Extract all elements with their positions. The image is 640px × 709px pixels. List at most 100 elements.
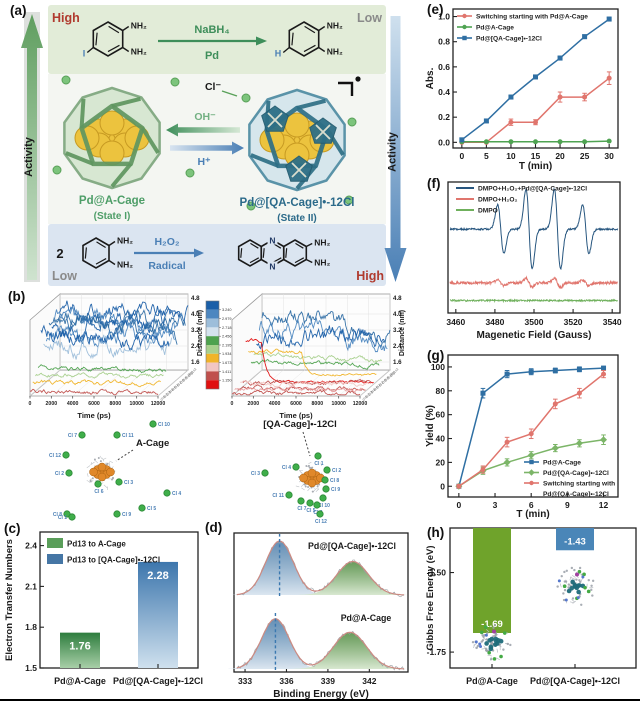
panel-label-f: (f) (427, 176, 441, 191)
chart-e: 0 5 10 15 20 25 30 0.0 0.2 0.4 0.6 0.8 1.0 T (min) Abs… (425, 8, 619, 172)
svg-text:Pd@[QA-Cage]•-12Cl: Pd@[QA-Cage]•-12Cl (543, 470, 609, 477)
svg-text:Cl 3: Cl 3 (367, 390, 374, 397)
bar-0 (473, 528, 511, 633)
svg-text:80: 80 (436, 386, 446, 396)
chloride-dot (185, 168, 195, 178)
svg-text:12000: 12000 (151, 401, 166, 407)
svg-text:NH₂: NH₂ (131, 47, 147, 57)
svg-text:Cl 7: Cl 7 (297, 506, 306, 512)
legend: Pd@A-Cage Pd@[QA-Cage]•-12Cl Switching sta… (524, 459, 615, 498)
svg-text:Cl 11: Cl 11 (272, 493, 284, 499)
svg-text:10000: 10000 (331, 401, 346, 407)
svg-text:0.0: 0.0 (438, 137, 450, 147)
svg-text:Pd@A-Cage: Pd@A-Cage (341, 613, 392, 623)
svg-text:NH₂: NH₂ (327, 21, 343, 31)
svg-text:0: 0 (440, 481, 445, 491)
svg-text:-1.75: -1.75 (427, 647, 447, 657)
svg-text:N: N (269, 262, 275, 272)
svg-text:0.4: 0.4 (438, 87, 450, 97)
svg-text:-1.43: -1.43 (564, 536, 586, 547)
svg-text:Cl 2: Cl 2 (55, 471, 64, 477)
svg-text:Binding Energy (eV): Binding Energy (eV) (273, 689, 369, 700)
svg-text:Cl 1: Cl 1 (160, 395, 167, 402)
svg-text:Pd@[QA-Cage]•-12Cl: Pd@[QA-Cage]•-12Cl (240, 197, 355, 209)
svg-text:-1.69: -1.69 (481, 619, 503, 630)
legend: Switching starting with Pd@A-Cage Pd@A-Ca… (457, 13, 588, 42)
svg-text:Cl 5: Cl 5 (306, 508, 315, 514)
svg-text:Electron Transfer Numbers: Electron Transfer Numbers (4, 539, 15, 661)
svg-text:3: 3 (493, 500, 498, 510)
svg-text:Pd: Pd (205, 50, 219, 62)
panel-f-epr-chart: 3460 3480 3500 3520 3540 Magenetic Field (Gau… (446, 181, 622, 341)
svg-text:Cl 3: Cl 3 (124, 480, 133, 486)
svg-text:30: 30 (604, 151, 614, 161)
chloride-dot (246, 201, 256, 211)
svg-text:Cl 10: Cl 10 (158, 422, 170, 428)
svg-text:6000: 6000 (290, 401, 302, 407)
colorbar: 3.240 2.979 2.718 2.456 2.195 1.934 1.673 1.411… (205, 300, 232, 390)
scheme: Activity Activity High Low Low High NH₂ NH₂ I NaB… (21, 5, 407, 286)
chart-c: 1.5 1.8 2.1 2.4 Electron Transfer Numbers 1.7… (4, 531, 203, 686)
svg-text:9: 9 (565, 500, 570, 510)
chloride-dot (241, 93, 251, 103)
panel-label-c: (c) (4, 521, 21, 536)
radical-dot (355, 76, 361, 82)
activity-arrow-up (21, 14, 43, 280)
svg-text:10: 10 (506, 151, 516, 161)
svg-text:2.4: 2.4 (191, 343, 200, 350)
chloride-dot (52, 165, 62, 175)
bar-1 (556, 528, 594, 551)
svg-text:2.456: 2.456 (222, 335, 232, 339)
chloride-dot (170, 77, 180, 87)
svg-text:A-Cage: A-Cage (136, 438, 169, 449)
svg-text:H: H (275, 49, 282, 59)
svg-text:Cl 7: Cl 7 (68, 433, 77, 439)
svg-text:2: 2 (56, 246, 63, 261)
panel-a-scheme: Activity Activity High Low Low High NH₂ NH₂ I NaB… (21, 5, 407, 286)
svg-text:(State II): (State II) (277, 213, 316, 224)
activity-arrow-down (384, 16, 407, 282)
svg-text:Pd@A-Cage: Pd@A-Cage (466, 676, 518, 686)
svg-text:0.6: 0.6 (438, 62, 450, 72)
svg-text:20: 20 (436, 457, 446, 467)
svg-text:Cl 8: Cl 8 (53, 512, 62, 518)
svg-text:Cl 8: Cl 8 (179, 378, 186, 385)
svg-text:High: High (52, 11, 80, 25)
chart-d: 333 336 339 342 Binding Energy (eV) Pd@[QA-Ca… (228, 532, 409, 700)
svg-text:Cl 10: Cl 10 (184, 372, 192, 381)
svg-text:4000: 4000 (269, 401, 281, 407)
svg-text:Magenetic Field (Gauss): Magenetic Field (Gauss) (476, 330, 591, 341)
svg-text:Time (ps): Time (ps) (77, 411, 111, 420)
panel-e-line-chart: 0 5 10 15 20 25 30 0.0 0.2 0.4 0.6 0.8 1.0 T (min) Abs… (425, 8, 619, 172)
svg-text:Cl 1: Cl 1 (58, 515, 67, 521)
chart-b: 0 2000 4000 6000 8000 10000 12000 4.8 4.0 3.2 2.4 1… (29, 293, 406, 525)
svg-text:333: 333 (238, 676, 252, 686)
svg-text:H⁺: H⁺ (197, 156, 211, 168)
panel-c-bar-chart: 1.5 1.8 2.1 2.4 Electron Transfer Numbers 1.7… (4, 531, 203, 686)
svg-text:Pd@A-Cage: Pd@A-Cage (79, 195, 145, 207)
svg-text:Cl 9: Cl 9 (122, 512, 131, 518)
svg-text:Cl 5: Cl 5 (373, 385, 380, 392)
svg-text:3460: 3460 (446, 317, 465, 327)
svg-text:3540: 3540 (603, 317, 622, 327)
svg-text:Pd@[QA-Cage]•-12Cl: Pd@[QA-Cage]•-12Cl (530, 676, 620, 686)
svg-text:Low: Low (357, 11, 382, 25)
svg-text:Distance (nm): Distance (nm) (399, 310, 406, 356)
svg-text:0: 0 (29, 401, 32, 407)
svg-text:Cl 3: Cl 3 (165, 390, 172, 397)
svg-text:40: 40 (436, 434, 446, 444)
svg-text:15: 15 (531, 151, 541, 161)
bar-1 (138, 561, 178, 668)
svg-text:Gibbs Free Energy (eV): Gibbs Free Energy (eV) (425, 545, 436, 650)
svg-text:10000: 10000 (129, 401, 144, 407)
chart-f: 3460 3480 3500 3520 3540 Magenetic Field (Gau… (446, 181, 622, 341)
svg-text:4000: 4000 (67, 401, 79, 407)
svg-text:0: 0 (231, 401, 234, 407)
svg-text:Cl 4: Cl 4 (168, 387, 175, 394)
svg-text:2000: 2000 (46, 401, 58, 407)
svg-text:Cl 1: Cl 1 (314, 461, 323, 467)
svg-text:Cl 12: Cl 12 (190, 367, 198, 376)
